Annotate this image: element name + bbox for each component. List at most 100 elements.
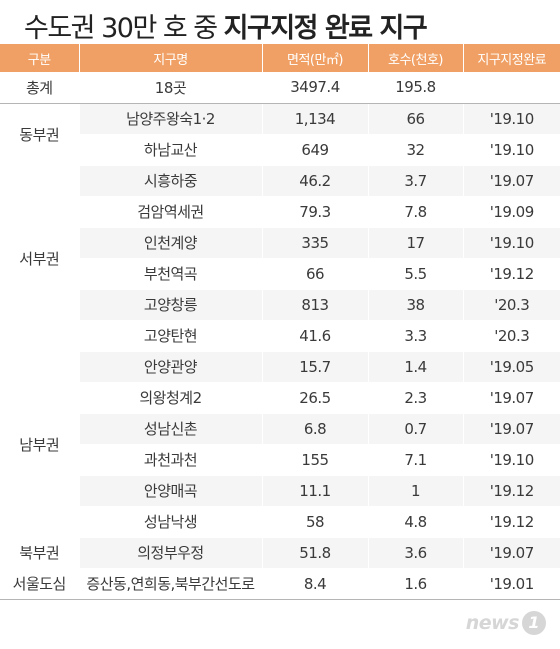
designation-table: 구분 지구명 면적(만㎡) 호수(천호) 지구지정완료 총계 18곳 3497.… [0,44,560,600]
area-cell: 51.8 [261,536,368,569]
units-cell: 0.7 [367,413,463,445]
date-cell: '19.09 [462,196,560,228]
district-cell: 과천과천 [78,444,262,476]
table-row: 성남신촌 6.8 0.7'19.07 [0,413,560,445]
units-cell: 7.8 [367,196,463,228]
area-cell: 15.7 [261,350,368,383]
page-title: 수도권 30만 호 중 지구지정 완료 지구 [24,6,428,45]
table-row: 하남교산 649 32'19.10 [0,134,560,166]
table-row: 과천과천 155 7.1'19.10 [0,444,560,476]
district-cell: 인천계양 [78,227,262,259]
units-cell: 1.4 [367,350,463,383]
area-cell: 649 [261,134,368,166]
district-cell: 성남신촌 [78,413,262,445]
header-units: 호수(천호) [367,44,463,72]
region-cell: 서부권 [0,164,79,352]
units-cell: 1 [367,475,463,507]
table-row: 북부권 의정부우정 51.8 3.6'19.07 [0,536,560,569]
district-cell: 성남낙생 [78,506,262,538]
area-cell: 58 [261,506,368,538]
table-row: 남부권 안양관양 15.7 1.4'19.05 [0,350,560,538]
units-cell: 4.8 [367,506,463,538]
logo-text: news [465,612,520,634]
units-cell: 38 [367,289,463,321]
header-category: 구분 [0,44,79,72]
area-cell: 6.8 [261,413,368,445]
units-cell: 7.1 [367,444,463,476]
table-row: 부천역곡 66 5.5'19.12 [0,258,560,290]
date-cell: '19.05 [462,350,560,383]
units-cell: 2.3 [367,382,463,414]
district-cell: 고양탄현 [78,320,262,352]
table-row: 안양매곡 11.1 1'19.12 [0,475,560,507]
district-cell: 의왕청계2 [78,382,262,414]
district-cell: 안양매곡 [78,475,262,507]
district-cell: 하남교산 [78,134,262,166]
table-row: 검암역세권 79.3 7.8'19.09 [0,196,560,228]
title-bold: 지구지정 완료 지구 [223,13,428,44]
date-cell: '19.10 [462,227,560,259]
table-row: 동부권 남양주왕숙1·2 1,134 66'19.10 [0,102,560,166]
date-cell: '19.07 [462,164,560,197]
date-cell: '19.12 [462,506,560,538]
total-count: 18곳 [78,72,262,104]
units-cell: 3.6 [367,536,463,569]
date-cell: '19.07 [462,382,560,414]
district-cell: 고양창릉 [78,289,262,321]
date-cell: '19.10 [462,134,560,166]
region-cell: 남부권 [0,350,79,538]
area-cell: 46.2 [261,164,368,197]
area-cell: 11.1 [261,475,368,507]
table-row: 서울도심 증산동,연희동,북부간선도로 8.4 1.6'19.01 [0,567,560,600]
units-cell: 17 [367,227,463,259]
header-district: 지구명 [78,44,262,72]
district-cell: 안양관양 [78,350,262,383]
area-cell: 8.4 [261,567,368,600]
area-cell: 155 [261,444,368,476]
total-units: 195.8 [367,72,463,104]
date-cell: '19.10 [462,444,560,476]
area-cell: 813 [261,289,368,321]
total-row: 총계 18곳 3497.4 195.8 [0,72,560,104]
date-cell: '19.12 [462,258,560,290]
units-cell: 3.3 [367,320,463,352]
table-row: 서부권 시흥하중 46.2 3.7'19.07 [0,164,560,352]
units-cell: 1.6 [367,567,463,600]
header-row: 구분 지구명 면적(만㎡) 호수(천호) 지구지정완료 [0,44,560,72]
date-cell: '19.10 [462,102,560,135]
table-row: 고양창릉 813 38'20.3 [0,289,560,321]
table-row: 고양탄현 41.6 3.3'20.3 [0,320,560,352]
table-row: 성남낙생 58 4.8'19.12 [0,506,560,538]
header-date: 지구지정완료 [462,44,560,72]
area-cell: 335 [261,227,368,259]
region-cell: 북부권 [0,536,79,569]
units-cell: 5.5 [367,258,463,290]
region-cell: 동부권 [0,102,79,166]
area-cell: 66 [261,258,368,290]
header-area: 면적(만㎡) [261,44,368,72]
date-cell: '19.07 [462,536,560,569]
date-cell: '19.01 [462,567,560,600]
date-cell: '20.3 [462,320,560,352]
district-cell: 의정부우정 [78,536,262,569]
region-cell: 서울도심 [0,567,79,600]
news1-logo: news 1 [466,611,546,635]
table-row: 의왕청계2 26.5 2.3'19.07 [0,382,560,414]
district-cell: 부천역곡 [78,258,262,290]
area-cell: 1,134 [261,102,368,135]
district-cell: 검암역세권 [78,196,262,228]
units-cell: 66 [367,102,463,135]
date-cell: '19.07 [462,413,560,445]
date-cell: '20.3 [462,289,560,321]
district-cell: 남양주왕숙1·2 [78,102,262,135]
date-cell: '19.12 [462,475,560,507]
logo-badge: 1 [522,611,546,635]
units-cell: 3.7 [367,164,463,197]
units-cell: 32 [367,134,463,166]
table-row: 인천계양 335 17'19.10 [0,227,560,259]
total-date [462,72,560,104]
title-light: 수도권 30만 호 중 [24,13,218,44]
area-cell: 41.6 [261,320,368,352]
area-cell: 26.5 [261,382,368,414]
district-cell: 증산동,연희동,북부간선도로 [78,567,262,600]
